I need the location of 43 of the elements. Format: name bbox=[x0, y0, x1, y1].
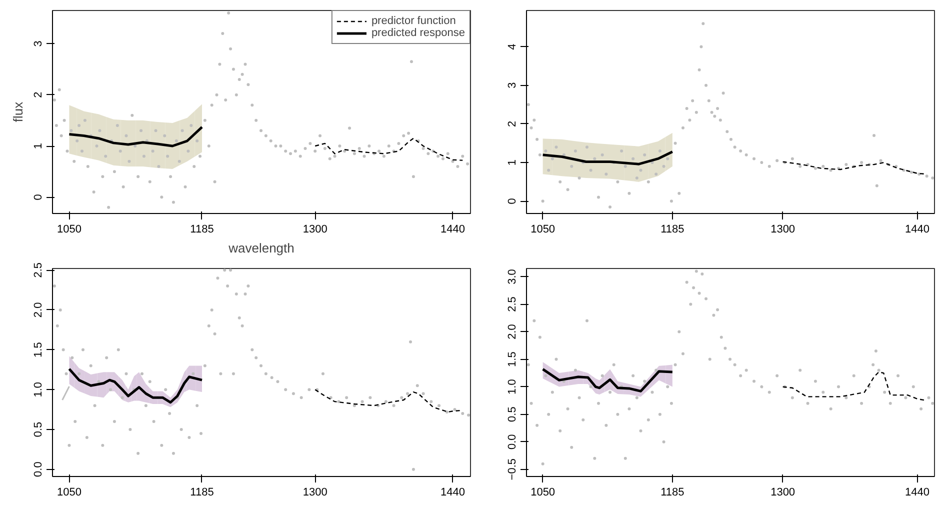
legend-label: predictor function bbox=[371, 15, 456, 27]
y-tick-label: 0.0 bbox=[506, 434, 518, 450]
y-tick-label: 2.5 bbox=[506, 296, 518, 312]
x-tick-label: 1050 bbox=[56, 486, 82, 498]
x-tick-label: 1440 bbox=[904, 224, 930, 236]
x-tick-label: 1440 bbox=[440, 224, 466, 236]
y-tick-label: 3.0 bbox=[506, 269, 518, 284]
x-tick-label: 1185 bbox=[190, 486, 214, 498]
y-tick-label: 0.5 bbox=[32, 422, 44, 438]
y-axis-title: flux bbox=[10, 101, 26, 122]
x-tick-label: 1300 bbox=[770, 224, 796, 236]
y-tick-label: 2 bbox=[32, 92, 44, 98]
y-tick-label: 1.0 bbox=[32, 382, 44, 398]
y-tick-label: 3 bbox=[32, 40, 44, 47]
y-tick-label: 0.5 bbox=[506, 406, 518, 422]
x-tick-label: 1185 bbox=[190, 224, 214, 236]
x-axis-title: wavelength bbox=[228, 240, 294, 256]
y-tick-label: 2 bbox=[506, 120, 518, 128]
x-tick-label: 1300 bbox=[770, 486, 796, 498]
x-tick-label: 1300 bbox=[302, 486, 328, 498]
y-tick-label: 0 bbox=[32, 194, 44, 200]
y-tick-label: 2.5 bbox=[32, 262, 44, 278]
y-tick-label: 1 bbox=[32, 142, 44, 150]
y-tick-label: 2.0 bbox=[506, 324, 518, 340]
x-tick-label: 1050 bbox=[56, 224, 82, 236]
y-tick-label: −0.5 bbox=[506, 458, 518, 480]
x-tick-label: 1050 bbox=[530, 486, 556, 498]
y-tick-label: 3 bbox=[506, 82, 518, 88]
x-tick-label: 1185 bbox=[660, 486, 684, 498]
y-tick-label: 1 bbox=[506, 159, 518, 166]
y-tick-label: 1.5 bbox=[506, 352, 518, 367]
x-tick-label: 1440 bbox=[904, 486, 930, 498]
x-tick-label: 1185 bbox=[660, 224, 684, 236]
y-tick-label: 0 bbox=[506, 198, 518, 204]
y-tick-label: 0.0 bbox=[32, 462, 44, 477]
x-tick-label: 1300 bbox=[302, 224, 328, 236]
y-tick-label: 2.0 bbox=[32, 302, 44, 318]
y-tick-label: 1.5 bbox=[32, 342, 44, 358]
y-tick-label: 1.0 bbox=[506, 379, 518, 394]
legend-label: predicted response bbox=[371, 27, 465, 39]
x-tick-label: 1440 bbox=[440, 486, 466, 498]
y-tick-label: 4 bbox=[506, 44, 518, 50]
x-tick-label: 1050 bbox=[530, 224, 556, 236]
